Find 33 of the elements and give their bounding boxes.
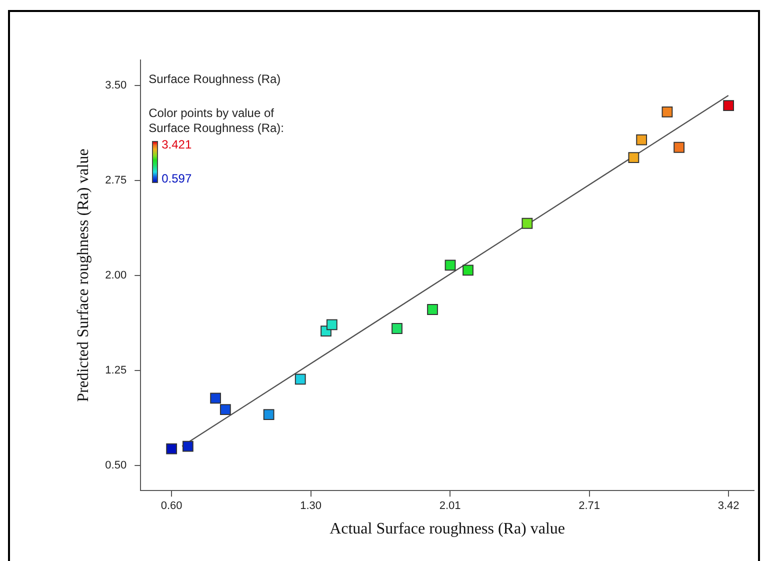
annotation: 3.421 — [162, 138, 192, 152]
color-bar-title: Color points by value of Surface Roughness (Ra): — [148, 106, 285, 136]
point — [628, 152, 640, 163]
point — [462, 264, 474, 276]
point — [294, 374, 306, 385]
point — [723, 100, 734, 112]
y-tick-label: 2.00 — [105, 269, 127, 282]
x-tick-label: 1.30 — [300, 500, 322, 512]
point — [427, 304, 438, 315]
point — [392, 323, 402, 334]
point — [263, 409, 274, 420]
point — [522, 218, 533, 229]
y-tick-label: 0.50 — [105, 459, 127, 472]
point — [444, 260, 456, 271]
x-tick-label: 3.42 — [718, 500, 740, 512]
point — [636, 134, 648, 146]
y-tick-label: 3.50 — [105, 79, 127, 92]
point — [166, 443, 178, 454]
x-tick-label: 0.60 — [160, 500, 182, 512]
point — [662, 106, 673, 118]
text: Surface Roughness (Ra) — [148, 72, 282, 87]
point — [674, 142, 684, 153]
y-axis-title: Predicted Surface roughness (Ra) value — [74, 148, 92, 402]
x-tick-label: 2.01 — [439, 500, 461, 512]
x-axis-title: Actual Surface roughness (Ra) value — [330, 520, 566, 538]
annotation: 0.597 — [162, 172, 192, 186]
x-tick-label: 2.71 — [578, 500, 600, 512]
point — [220, 404, 231, 415]
point — [182, 440, 194, 452]
point — [210, 392, 222, 404]
point — [326, 319, 338, 330]
y-tick-label: 2.75 — [105, 174, 127, 186]
y-tick-label: 1.25 — [105, 364, 127, 376]
